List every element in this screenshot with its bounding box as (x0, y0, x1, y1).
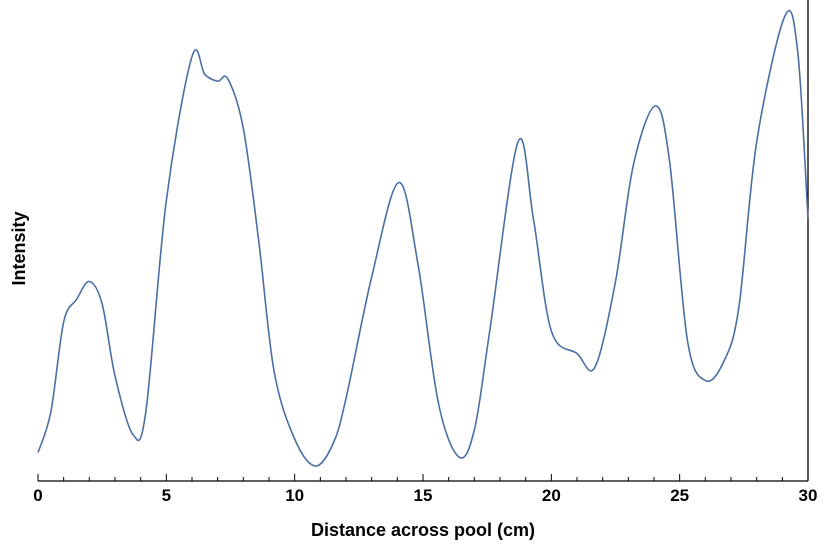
x-tick-label: 20 (542, 486, 561, 505)
x-axis-ticks (37, 474, 809, 481)
x-axis-title: Distance across pool (cm) (311, 520, 535, 540)
x-tick-label: 25 (670, 486, 689, 505)
plot-frame (38, 0, 809, 482)
x-tick-label: 5 (162, 486, 171, 505)
x-tick-label: 30 (799, 486, 818, 505)
x-axis-tick-labels: 0 5 10 15 20 25 30 (33, 486, 817, 505)
x-tick-label: 15 (414, 486, 433, 505)
x-tick-label: 0 (33, 486, 42, 505)
intensity-series-line (37, 9, 809, 467)
x-tick-label: 10 (285, 486, 304, 505)
y-axis-title: Intensity (9, 211, 29, 285)
